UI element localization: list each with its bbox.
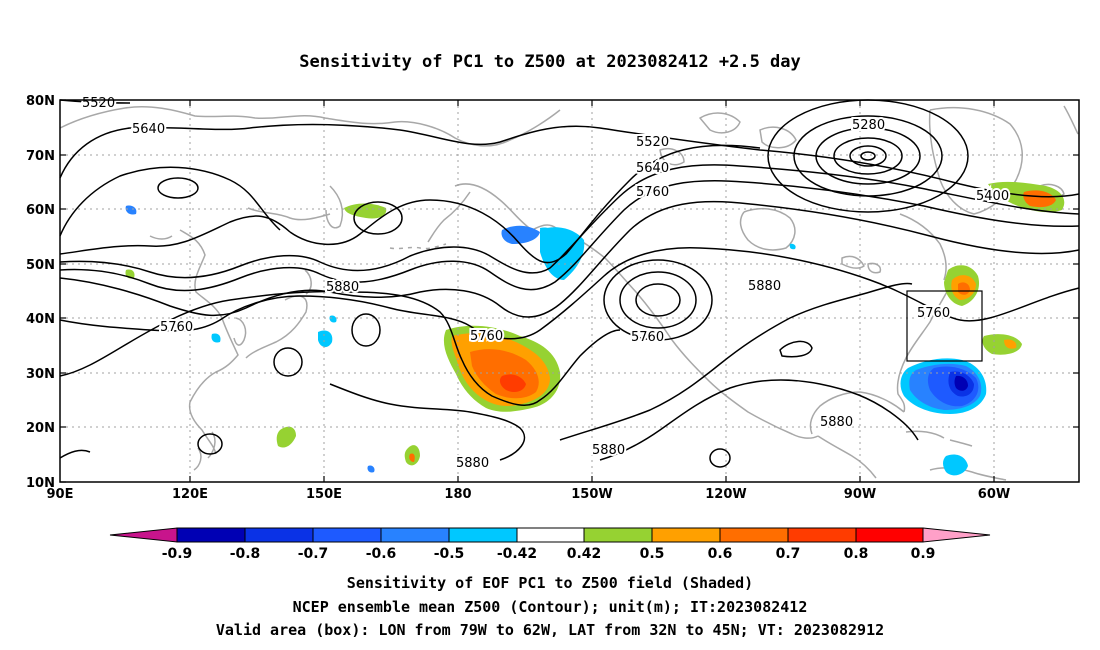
colorbar-label: -0.5 — [434, 546, 465, 562]
shade-us-core — [954, 375, 968, 391]
lon-tick-label: 60W — [978, 487, 1010, 502]
colorbar-cell — [787, 527, 857, 543]
lon-tick-label: 90E — [47, 487, 74, 502]
lat-tick-label: 70N — [26, 149, 55, 164]
shade-clab-blue — [329, 315, 337, 323]
contour-label: 5760 — [631, 330, 664, 345]
shade-china-blue — [211, 333, 221, 343]
contour-label: 5760 — [636, 185, 669, 200]
colorbar-label: -0.42 — [497, 546, 537, 562]
colorbar-cell — [312, 527, 382, 543]
colorbar-label: -0.8 — [230, 546, 261, 562]
contour-label: 5880 — [592, 443, 625, 458]
lat-tick-label: 20N — [26, 421, 55, 436]
caption-line-3: Valid area (box): LON from 79W to 62W, L… — [216, 621, 884, 639]
contour-label: 5400 — [976, 189, 1009, 204]
contour-label: 5520 — [636, 135, 669, 150]
contour-label: 5880 — [820, 415, 853, 430]
lon-tick-label: 180 — [444, 487, 471, 502]
colorbar-cell — [583, 527, 653, 543]
colorbar-cell — [855, 527, 924, 543]
shade-nasia-blue — [125, 205, 137, 215]
contour-hook-gulf — [779, 340, 813, 358]
contour-low-kamchatka — [353, 201, 403, 235]
colorbar-cell — [244, 527, 314, 543]
shade-wpac-green — [276, 426, 296, 448]
lon-tick-label: 150E — [306, 487, 342, 502]
caption-line-2: NCEP ensemble mean Z500 (Contour); unit(… — [293, 598, 808, 616]
colorbar-cell — [516, 527, 585, 543]
coastlines — [59, 105, 1079, 481]
colorbar-cell — [651, 527, 721, 543]
shade-wpac-blue — [367, 465, 375, 473]
lon-tick-label: 120E — [172, 487, 208, 502]
contour-high-mex — [709, 448, 731, 468]
colorbar-label: 0.7 — [776, 546, 801, 562]
lat-tick-label: 80N — [26, 94, 55, 109]
contour-label: 5760 — [160, 320, 193, 335]
contour-labels: 5520 5640 5520 5640 5760 5280 5400 5880 … — [80, 94, 1011, 473]
shade-canada-dark-orange — [958, 282, 970, 295]
colorbar-label: -0.9 — [162, 546, 193, 562]
contour-high-phil — [197, 433, 223, 455]
colorbar-label: 0.9 — [911, 546, 936, 562]
contour-high-pac — [351, 313, 381, 347]
colorbar-label: 0.5 — [640, 546, 665, 562]
lat-tick-label: 60N — [26, 203, 55, 218]
lat-tick-label: 40N — [26, 312, 55, 327]
contour-label: 5640 — [132, 122, 165, 137]
colorbar-cell — [109, 527, 178, 543]
colorbar-label: -0.7 — [298, 546, 329, 562]
map-frame — [59, 99, 1080, 483]
shade-carib-blue — [943, 454, 968, 476]
contour-label: 5880 — [456, 456, 489, 471]
colorbar-label: 0.42 — [567, 546, 602, 562]
chart-title: Sensitivity of PC1 to Z500 at 2023082412… — [299, 52, 801, 72]
colorbar-cell — [922, 527, 991, 543]
shade-atlantic-orange — [1004, 339, 1017, 349]
colorbar-cell — [176, 527, 246, 543]
colorbar-cell — [380, 527, 450, 543]
contour-label: 5520 — [82, 96, 115, 111]
lat-axis-labels: 80N 70N 60N 50N 40N 30N 20N 10N — [26, 94, 55, 491]
contour-high-china — [273, 347, 303, 377]
contour-label: 5760 — [470, 329, 503, 344]
shade-japan-blue — [318, 330, 333, 348]
shade-atlantic-green — [982, 334, 1022, 355]
shade-pacific-red — [499, 374, 526, 392]
contour-label: 5880 — [326, 280, 359, 295]
contour-high-nasia — [157, 177, 199, 199]
lat-tick-label: 50N — [26, 258, 55, 273]
colorbar-cell — [719, 527, 789, 543]
z500-contours — [59, 99, 1080, 468]
lat-tick-label: 10N — [26, 476, 55, 491]
contour-label: 5280 — [852, 118, 885, 133]
shade-dateline-orange — [409, 453, 415, 462]
lat-tick-label: 30N — [26, 367, 55, 382]
tick-marks — [60, 99, 1079, 483]
valid-area-box — [906, 290, 983, 362]
sensitivity-shading — [125, 181, 1065, 476]
lon-tick-label: 120W — [705, 487, 746, 502]
lon-axis-labels: 90E 120E 150E 180 150W 120W 90W 60W — [47, 487, 1011, 502]
contour-label: 5640 — [636, 161, 669, 176]
shade-nac-blue — [789, 243, 796, 250]
colorbar-label: 0.6 — [708, 546, 733, 562]
shade-natl-orange — [1023, 190, 1056, 208]
lon-tick-label: 90W — [844, 487, 876, 502]
contour-label: 5760 — [917, 306, 950, 321]
contour-label: 5880 — [748, 279, 781, 294]
shade-goa-light-2 — [540, 227, 555, 240]
colorbar: -0.9 -0.8 -0.7 -0.6 -0.5 -0.42 0.42 0.5 … — [109, 527, 991, 562]
map-panel: 5520 5640 5520 5640 5760 5280 5400 5880 … — [26, 94, 1080, 502]
lon-tick-label: 150W — [571, 487, 612, 502]
caption-line-1: Sensitivity of EOF PC1 to Z500 field (Sh… — [347, 574, 753, 592]
grid-lines — [60, 100, 1079, 482]
colorbar-label: 0.8 — [844, 546, 869, 562]
colorbar-cell — [448, 527, 518, 543]
colorbar-label: -0.6 — [366, 546, 397, 562]
shade-goa-blue — [501, 225, 540, 244]
